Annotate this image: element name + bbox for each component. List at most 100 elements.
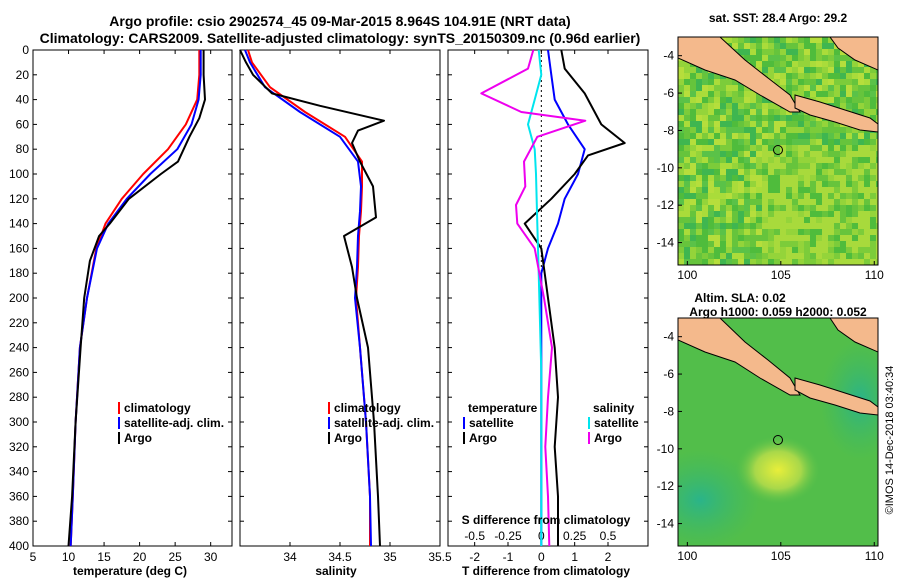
sst-cell [828, 55, 834, 61]
series-argo [239, 49, 385, 547]
sst-cell [780, 49, 786, 55]
sst-cell [786, 235, 792, 241]
sst-cell [696, 211, 702, 217]
sst-cell [876, 211, 878, 217]
sst-cell [816, 169, 822, 175]
sst-cell [696, 85, 702, 91]
sst-cell [756, 145, 762, 151]
sst-cell [852, 91, 858, 97]
sst-cell [732, 43, 738, 49]
sst-cell [846, 175, 852, 181]
sst-cell [786, 259, 792, 265]
sst-cell [720, 181, 726, 187]
sst-cell [828, 91, 834, 97]
sst-cell [744, 145, 750, 151]
sst-cell [816, 139, 822, 145]
sst-cell [846, 241, 852, 247]
sst-cell [792, 235, 798, 241]
sst-cell [876, 253, 878, 259]
sst-cell [750, 193, 756, 199]
sst-cell [732, 97, 738, 103]
sst-cell [732, 103, 738, 109]
sst-cell [876, 217, 878, 223]
sst-cell [846, 163, 852, 169]
sst-cell [780, 37, 786, 43]
sst-cell [690, 79, 696, 85]
sst-cell [816, 247, 822, 253]
sst-cell [720, 253, 726, 259]
sst-cell [780, 187, 786, 193]
sst-cell [714, 79, 720, 85]
sst-cell [714, 253, 720, 259]
sst-cell [768, 169, 774, 175]
sst-cell [750, 49, 756, 55]
sst-cell [816, 229, 822, 235]
sst-cell [792, 157, 798, 163]
sst-cell [834, 91, 840, 97]
sst-cell [774, 67, 780, 73]
sst-cell [756, 229, 762, 235]
sst-cell [684, 193, 690, 199]
sst-cell [846, 67, 852, 73]
sst-cell [708, 97, 714, 103]
sst-cell [810, 67, 816, 73]
sst-cell [762, 229, 768, 235]
sst-cell [684, 163, 690, 169]
sst-cell [804, 61, 810, 67]
sst-cell [870, 73, 876, 79]
sst-cell [684, 157, 690, 163]
sst-cell [756, 247, 762, 253]
sst-cell [816, 217, 822, 223]
sst-cell [714, 187, 720, 193]
sst-cell [846, 97, 852, 103]
sst-cell [678, 163, 684, 169]
sst-cell [696, 169, 702, 175]
sst-cell [738, 259, 744, 265]
sst-cell [780, 229, 786, 235]
sst-cell [684, 73, 690, 79]
profile-lines [67, 49, 626, 547]
sst-cell [750, 223, 756, 229]
map-y-tick-label: -12 [657, 479, 675, 493]
sst-cell [744, 175, 750, 181]
sst-cell [804, 193, 810, 199]
sst-cell [864, 133, 870, 139]
sst-cell [702, 205, 708, 211]
sst-cell [702, 253, 708, 259]
sst-cell [780, 169, 786, 175]
sst-cell [816, 151, 822, 157]
sst-cell [810, 145, 816, 151]
sst-cell [822, 55, 828, 61]
sst-cell [696, 67, 702, 73]
sst-cell [876, 109, 878, 115]
sst-cell [834, 247, 840, 253]
sst-cell [750, 145, 756, 151]
sst-cell [816, 67, 822, 73]
sst-cell [822, 133, 828, 139]
sst-cell [684, 175, 690, 181]
sst-cell [702, 223, 708, 229]
sst-cell [768, 235, 774, 241]
sst-cell [846, 181, 852, 187]
sst-cell [822, 259, 828, 265]
sst-cell [696, 199, 702, 205]
sst-cell [714, 115, 720, 121]
sst-cell [720, 145, 726, 151]
sst-cell [816, 181, 822, 187]
sst-cell [774, 193, 780, 199]
sst-cell [762, 253, 768, 259]
sst-cell [858, 187, 864, 193]
sst-cell [810, 55, 816, 61]
sst-cell [720, 259, 726, 265]
sst-cell [876, 247, 878, 253]
sst-cell [852, 79, 858, 85]
sst-cell [750, 133, 756, 139]
sst-cell [870, 241, 876, 247]
sst-cell [816, 241, 822, 247]
sst-cell [720, 241, 726, 247]
sst-cell [696, 121, 702, 127]
sst-cell [708, 223, 714, 229]
sst-cell [768, 157, 774, 163]
sst-cell [714, 103, 720, 109]
sst-cell [726, 79, 732, 85]
